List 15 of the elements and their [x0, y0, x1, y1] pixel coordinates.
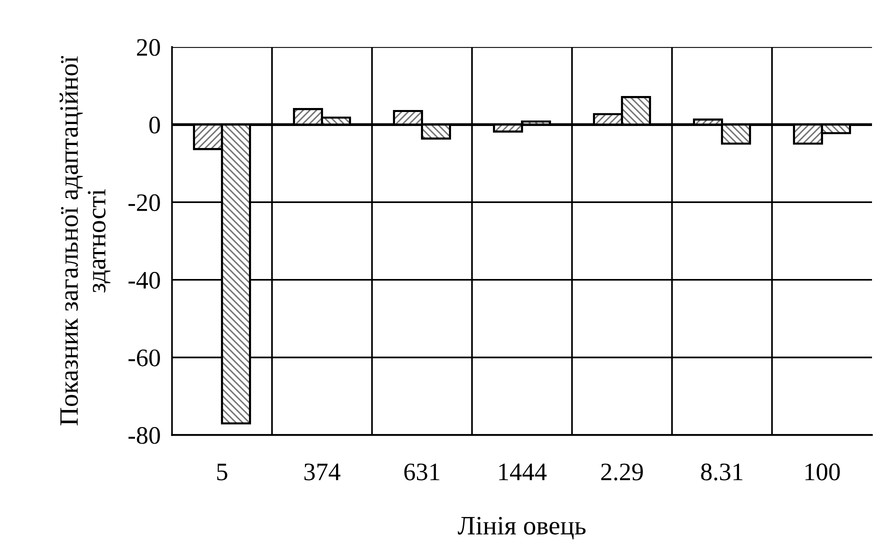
y-tick-label: 20 — [136, 39, 160, 56]
x-tick-label: 8.31 — [701, 464, 742, 480]
x-tick-label: 374 — [304, 464, 340, 480]
x-tick-label: 100 — [805, 464, 840, 480]
x-axis-title: Лінія овець — [458, 516, 586, 540]
x-tick-label: 5 — [217, 464, 228, 480]
y-tick-label: -40 — [128, 272, 160, 289]
x-tick-label: 1444 — [499, 464, 547, 480]
y-tick-label: -60 — [128, 349, 160, 366]
y-tick-label: -80 — [128, 427, 160, 444]
x-tick-label: 2.29 — [601, 464, 643, 480]
y-tick-label: -20 — [128, 194, 160, 212]
x-tick-label: 631 — [404, 464, 440, 480]
y-axis-title: Показник загальної адаптаційної здатності — [60, 56, 110, 426]
y-tick-label: 0 — [149, 116, 160, 134]
